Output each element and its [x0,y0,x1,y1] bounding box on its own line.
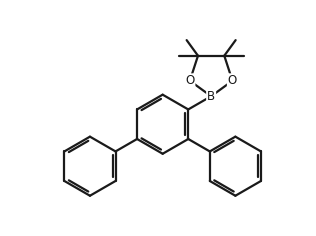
Text: O: O [228,74,237,87]
Text: O: O [185,74,194,87]
Text: B: B [207,90,215,103]
